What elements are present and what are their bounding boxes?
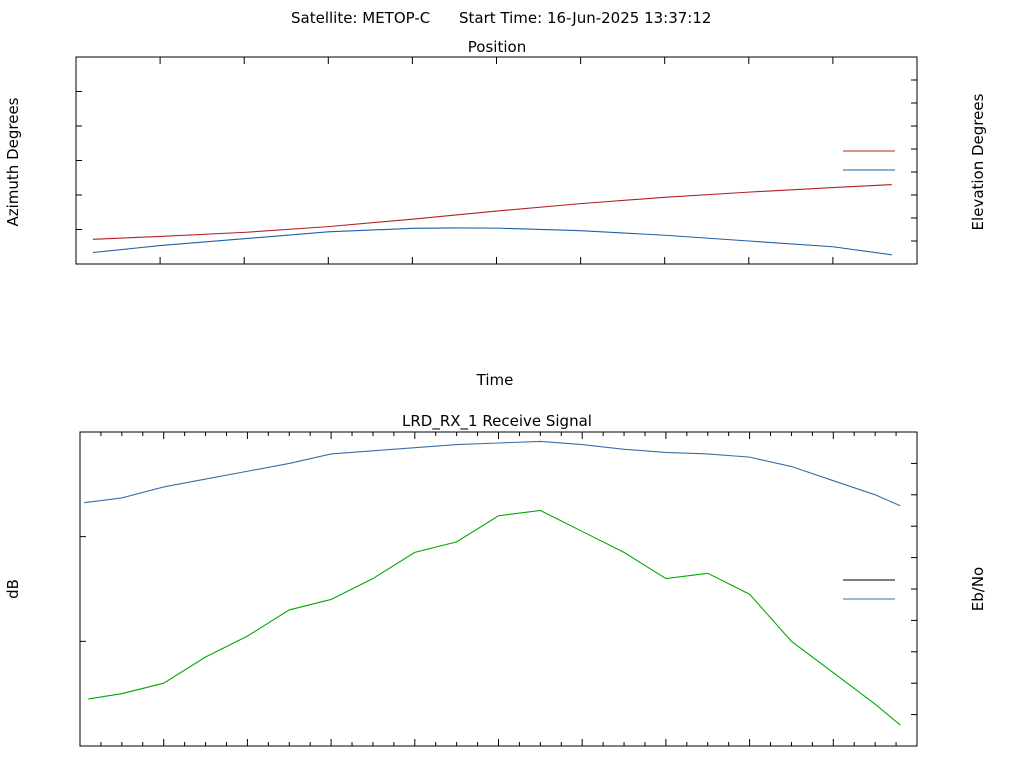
db-axis-label: dB <box>4 579 22 599</box>
receive-signal-legend <box>843 579 895 600</box>
receive-signal-chart-title: LRD_RX_1 Receive Signal <box>402 412 592 431</box>
receive-signal-chart: LRD_RX_1 Receive Signal dB Eb/No <box>4 412 987 747</box>
Azimuth-line <box>92 184 892 240</box>
azimuth-axis-label: Azimuth Degrees <box>4 97 22 226</box>
receive-signal-ticks <box>79 431 918 747</box>
position-x-axis-label: Time <box>476 371 514 389</box>
position-series <box>92 184 892 256</box>
ebno-line <box>84 440 901 507</box>
Elevation-line <box>92 227 892 256</box>
ebno-axis-label: Eb/No <box>969 567 987 611</box>
elevation-axis-label: Elevation Degrees <box>969 93 987 230</box>
position-ticks <box>75 56 918 265</box>
signal_level-line <box>88 509 901 726</box>
position-chart: Position Time Azimuth Degrees Elevation … <box>4 38 987 389</box>
position-plot-frame <box>75 56 918 265</box>
receive-signal-series <box>84 440 901 726</box>
position-chart-title: Position <box>468 38 526 56</box>
satellite-label: Satellite: METOP-C <box>291 9 430 27</box>
start-time-label: Start Time: 16-Jun-2025 13:37:12 <box>459 9 711 27</box>
position-legend <box>843 150 895 171</box>
